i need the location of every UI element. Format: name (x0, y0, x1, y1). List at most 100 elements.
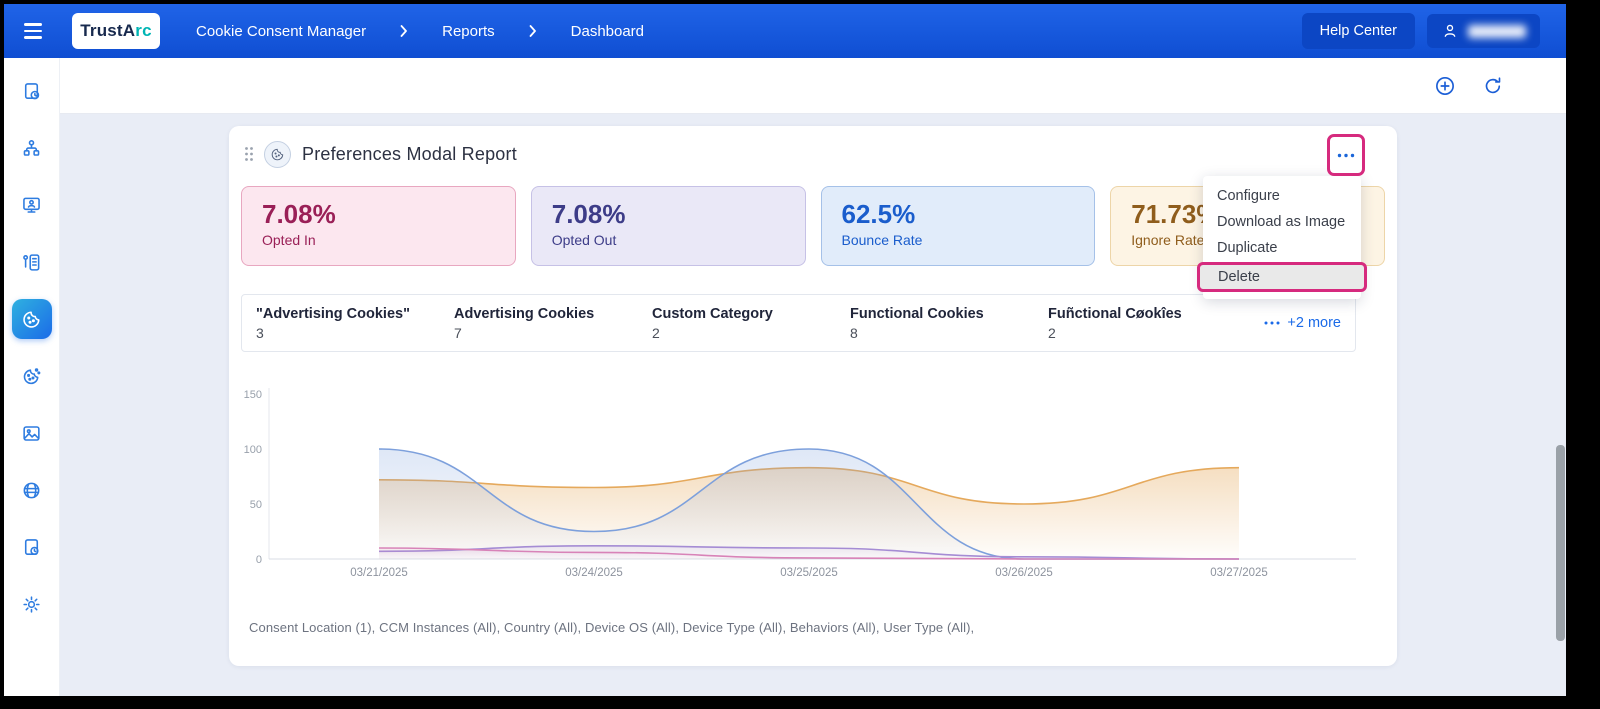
breadcrumb-reports[interactable]: Reports (442, 22, 495, 40)
stat-label: Bounce Rate (841, 231, 923, 248)
stat-card-bounce-rate: 62.5% Bounce Rate (820, 186, 1096, 266)
ellipsis-icon (1337, 153, 1355, 157)
page-toolbar (60, 58, 1566, 114)
svg-text:03/27/2025: 03/27/2025 (1210, 567, 1268, 579)
category-name: Functional Cookies (850, 305, 984, 322)
categories-row: "Advertising Cookies" 3 Advertising Cook… (241, 294, 1356, 352)
svg-text:03/24/2025: 03/24/2025 (565, 567, 623, 579)
report-menu-button[interactable] (1337, 153, 1355, 158)
stat-label: Ignore Rate (1131, 231, 1205, 248)
stat-card-opted-in: 7.08% Opted In (241, 186, 516, 266)
stat-card-opted-out: 7.08% Opted Out (530, 186, 806, 266)
user-name-redacted (1468, 24, 1526, 38)
add-circle-button[interactable] (1432, 73, 1458, 99)
menu-item-configure[interactable]: Configure (1217, 188, 1280, 204)
drag-handle-icon[interactable] (244, 146, 254, 162)
sidebar-item-globe[interactable] (12, 470, 52, 510)
sidebar-item-hierarchy[interactable] (12, 128, 52, 168)
svg-text:0: 0 (256, 554, 262, 566)
menu-item-download-as-image[interactable]: Download as Image (1217, 214, 1346, 230)
category-name: Custom Category (652, 305, 773, 322)
header-actions: Help Center (1301, 13, 1540, 49)
stat-value: 7.08% (551, 199, 626, 229)
category-item: "Advertising Cookies" 3 (256, 306, 454, 341)
add-circle-icon (1436, 76, 1454, 95)
left-sidebar (4, 58, 60, 696)
help-center-button[interactable]: Help Center (1301, 13, 1415, 49)
stat-label: Opted Out (551, 231, 617, 248)
menu-item-duplicate[interactable]: Duplicate (1217, 240, 1278, 256)
report-card-header: Preferences Modal Report (229, 126, 1397, 182)
document-history-icon (24, 538, 39, 555)
screen-monitor-icon (23, 197, 40, 213)
applied-filters-text: Consent Location (1), CCM Instances (All… (249, 620, 975, 635)
stats-row: 7.08% Opted In 7.08% Opted Out 62.5% Bou… (241, 186, 1385, 266)
consent-trend-svg: 0 50 100 150 03/21/2025 03/24/2025 03/25/2025 0… (244, 388, 1356, 579)
category-item: Fuñctional Cøokîes 2 (1048, 306, 1246, 341)
breadcrumb-dashboard[interactable]: Dashboard (570, 22, 645, 40)
svg-text:50: 50 (250, 499, 262, 511)
sidebar-item-cookie-consent[interactable] (11, 299, 52, 339)
chevron-right-icon (529, 25, 537, 37)
svg-text:150: 150 (244, 389, 262, 401)
more-label: +2 more (1287, 315, 1341, 331)
logo-text-accent: rc (135, 21, 152, 40)
cookie-consent-icon (23, 310, 40, 328)
more-categories-link[interactable]: +2 more (1264, 315, 1341, 331)
content-area: Preferences Modal Report Configure Downl… (60, 114, 1566, 696)
hamburger-menu-icon[interactable] (24, 21, 50, 41)
stat-label: Opted In (262, 231, 316, 248)
breadcrumb-cookie-consent-manager[interactable]: Cookie Consent Manager (196, 22, 367, 40)
cookie-badge (264, 140, 291, 168)
user-icon (1444, 24, 1456, 37)
image-gallery-icon (23, 425, 40, 441)
sidebar-item-document-history[interactable] (12, 527, 52, 567)
category-value: 3 (256, 324, 264, 341)
cookie-icon (23, 367, 41, 384)
vertical-scrollbar-thumb[interactable] (1556, 445, 1565, 641)
consent-trend-chart: 0 50 100 150 03/21/2025 03/24/2025 03/25/2025 0… (243, 378, 1363, 583)
settings-gear-icon (23, 595, 40, 613)
cookie-badge-icon (271, 148, 284, 160)
category-value: 8 (850, 324, 858, 341)
chevron-right-icon (400, 25, 408, 37)
sidebar-item-image-gallery[interactable] (12, 413, 52, 453)
category-value: 2 (652, 324, 660, 341)
stat-value: 62.5% (841, 199, 916, 229)
breadcrumb: Cookie Consent Manager Reports Dashboard (196, 23, 644, 40)
sidebar-item-report-history[interactable] (12, 71, 52, 111)
ellipsis-icon (1264, 321, 1280, 325)
category-name: Advertising Cookies (454, 305, 595, 322)
menu-item-delete[interactable]: Delete (1197, 262, 1367, 292)
category-name: Fuñctional Cøokîes (1048, 305, 1182, 322)
sidebar-item-cookie[interactable] (12, 356, 52, 396)
top-header: TrustA rc Cookie Consent Manager Reports … (4, 4, 1566, 58)
report-card: Preferences Modal Report Configure Downl… (229, 126, 1397, 666)
category-item: Custom Category 2 (652, 306, 850, 341)
category-item: Advertising Cookies 7 (454, 306, 652, 341)
report-title: Preferences Modal Report (302, 143, 517, 164)
category-value: 7 (454, 324, 462, 341)
refresh-button[interactable] (1480, 73, 1506, 99)
app-window: TrustA rc Cookie Consent Manager Reports … (4, 4, 1566, 696)
sidebar-item-settings[interactable] (12, 584, 52, 624)
svg-text:03/26/2025: 03/26/2025 (995, 567, 1053, 579)
refresh-icon (1485, 76, 1501, 93)
hierarchy-icon (23, 139, 40, 156)
category-name: "Advertising Cookies" (256, 305, 410, 322)
svg-text:03/25/2025: 03/25/2025 (780, 567, 838, 579)
svg-text:03/21/2025: 03/21/2025 (350, 567, 408, 579)
form-list-icon (23, 253, 40, 271)
report-context-menu: Configure Download as Image Duplicate De… (1197, 176, 1367, 299)
sidebar-item-form-list[interactable] (12, 242, 52, 282)
annotation-highlight-menu-button (1327, 134, 1365, 176)
sidebar-item-screen-monitor[interactable] (12, 185, 52, 225)
globe-icon (23, 482, 40, 498)
user-profile-button[interactable] (1427, 14, 1540, 48)
report-history-icon (24, 82, 40, 99)
category-item: Functional Cookies 8 (850, 306, 1048, 341)
category-value: 2 (1048, 324, 1056, 341)
trustarc-logo[interactable]: TrustA rc (72, 13, 160, 49)
logo-text-primary: TrustA (80, 21, 136, 40)
